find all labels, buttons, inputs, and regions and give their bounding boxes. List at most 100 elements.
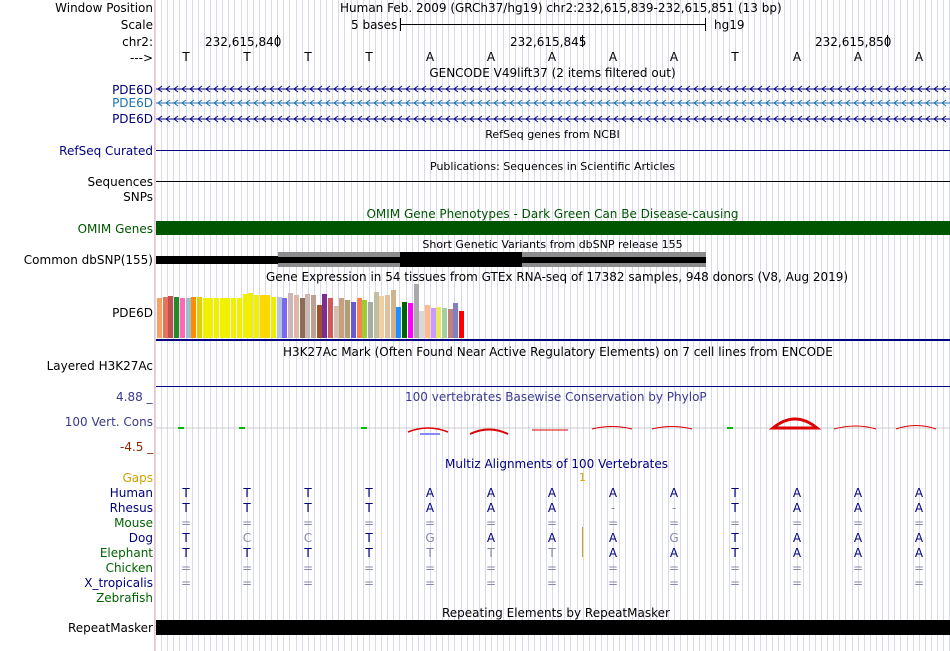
gtex-bar[interactable]: [311, 295, 316, 338]
gtex-bar[interactable]: [294, 295, 299, 338]
gtex-bar[interactable]: [419, 311, 424, 338]
gtex-bar[interactable]: [288, 293, 293, 338]
sequence-base[interactable]: A: [547, 50, 557, 64]
publications-track-title[interactable]: Publications: Sequences in Scientific Ar…: [430, 160, 675, 173]
gtex-bar[interactable]: [351, 302, 356, 338]
gtex-bar[interactable]: [300, 298, 305, 338]
gtex-bar[interactable]: [322, 294, 327, 338]
rmsk-track-title[interactable]: Repeating Elements by RepeatMasker: [442, 606, 670, 620]
sequence-base[interactable]: A: [669, 50, 679, 64]
gtex-bar[interactable]: [442, 308, 447, 338]
sequence-base[interactable]: A: [792, 50, 802, 64]
multiz-species-label[interactable]: Human: [109, 486, 153, 500]
h3k27ac-track-title[interactable]: H3K27Ac Mark (Often Found Near Active Re…: [283, 345, 833, 359]
gtex-bar[interactable]: [186, 298, 191, 338]
common-dbsnp-label[interactable]: Common dbSNP(155): [23, 253, 153, 267]
gtex-bar[interactable]: [225, 298, 230, 338]
dbsnp-bar-thin[interactable]: [156, 257, 706, 263]
gtex-bar[interactable]: [368, 302, 373, 338]
gtex-gene-label[interactable]: PDE6D: [112, 306, 153, 320]
gtex-bar[interactable]: [328, 298, 333, 338]
multiz-species-label[interactable]: X_tropicalis: [84, 576, 153, 590]
gtex-bar[interactable]: [277, 297, 282, 338]
gtex-bar[interactable]: [379, 296, 384, 338]
strand-arrow-label[interactable]: --->: [129, 51, 153, 65]
refseq-gene-line[interactable]: [156, 150, 950, 151]
sequence-base[interactable]: T: [243, 50, 251, 64]
sequence-base[interactable]: A: [914, 50, 924, 64]
gtex-bar[interactable]: [180, 298, 185, 338]
h3k27ac-label[interactable]: Layered H3K27Ac: [46, 359, 153, 373]
gtex-bar[interactable]: [282, 298, 287, 338]
sequence-base[interactable]: A: [853, 50, 863, 64]
sequence-base[interactable]: T: [304, 50, 312, 64]
gtex-bar[interactable]: [396, 307, 401, 338]
gtex-bar[interactable]: [243, 294, 248, 338]
gtex-bar[interactable]: [374, 292, 379, 338]
gencode-row-label-2[interactable]: PDE6D: [112, 96, 153, 110]
gtex-bar[interactable]: [168, 296, 173, 338]
omim-genes-label[interactable]: OMIM Genes: [77, 222, 153, 236]
phylop-track-label[interactable]: 100 Vert. Cons: [64, 415, 153, 429]
gtex-bar[interactable]: [208, 298, 213, 338]
gtex-bar[interactable]: [265, 295, 270, 338]
gtex-bar[interactable]: [260, 295, 265, 338]
sequence-base[interactable]: A: [486, 50, 496, 64]
gaps-label[interactable]: Gaps: [122, 471, 153, 485]
gtex-bar[interactable]: [345, 300, 350, 338]
gtex-bar[interactable]: [414, 284, 419, 338]
gtex-bar[interactable]: [362, 300, 367, 338]
gtex-bar[interactable]: [339, 298, 344, 338]
publications-line[interactable]: [156, 181, 950, 182]
phylop-track-title[interactable]: 100 vertebrates Basewise Conservation by…: [405, 390, 707, 404]
gtex-bar[interactable]: [448, 309, 453, 338]
gtex-bar[interactable]: [231, 298, 236, 338]
gtex-bar[interactable]: [385, 295, 390, 338]
gtex-bar[interactable]: [271, 297, 276, 338]
sequence-base[interactable]: A: [608, 50, 618, 64]
multiz-species-label[interactable]: Mouse: [114, 516, 153, 530]
gtex-bar[interactable]: [305, 294, 310, 338]
gtex-bar[interactable]: [357, 298, 362, 338]
multiz-species-label[interactable]: Zebrafish: [96, 591, 153, 605]
gtex-bar[interactable]: [220, 298, 225, 338]
gtex-bar[interactable]: [248, 293, 253, 338]
gencode-row-label-1[interactable]: PDE6D: [112, 83, 153, 97]
gtex-bar[interactable]: [214, 298, 219, 338]
rmsk-label[interactable]: RepeatMasker: [67, 621, 153, 635]
gtex-bar[interactable]: [317, 305, 322, 338]
sequence-base[interactable]: T: [365, 50, 373, 64]
gtex-bar[interactable]: [174, 297, 179, 338]
omim-gene-bar[interactable]: [156, 221, 950, 235]
gtex-bar[interactable]: [459, 311, 464, 338]
gtex-bar[interactable]: [163, 297, 168, 338]
gtex-bar[interactable]: [334, 306, 339, 338]
refseq-curated-label[interactable]: RefSeq Curated: [59, 144, 153, 158]
multiz-species-label[interactable]: Dog: [128, 531, 153, 545]
gtex-bar[interactable]: [425, 305, 430, 338]
chr-label[interactable]: chr2:: [122, 35, 153, 49]
gtex-bar[interactable]: [203, 298, 208, 338]
gtex-bar[interactable]: [402, 302, 407, 338]
window-position-label[interactable]: Window Position: [55, 1, 153, 15]
multiz-species-label[interactable]: Elephant: [99, 546, 153, 560]
gtex-bar[interactable]: [191, 297, 196, 338]
gtex-bar[interactable]: [436, 307, 441, 338]
sequence-base[interactable]: T: [182, 50, 190, 64]
gtex-bar[interactable]: [254, 295, 259, 338]
gtex-bar[interactable]: [453, 303, 458, 338]
sequence-base[interactable]: A: [425, 50, 435, 64]
gtex-bar[interactable]: [431, 308, 436, 338]
gtex-bar[interactable]: [197, 297, 202, 338]
gtex-bar[interactable]: [237, 298, 242, 338]
sequence-base[interactable]: T: [731, 50, 739, 64]
multiz-species-label[interactable]: Chicken: [105, 561, 153, 575]
refseq-track-title[interactable]: RefSeq genes from NCBI: [485, 128, 620, 141]
gtex-bar[interactable]: [157, 298, 162, 338]
scale-label[interactable]: Scale: [120, 18, 153, 32]
multiz-species-label[interactable]: Rhesus: [109, 501, 153, 515]
omim-track-title[interactable]: OMIM Gene Phenotypes - Dark Green Can Be…: [366, 207, 739, 221]
gtex-track-title[interactable]: Gene Expression in 54 tissues from GTEx …: [266, 270, 849, 284]
